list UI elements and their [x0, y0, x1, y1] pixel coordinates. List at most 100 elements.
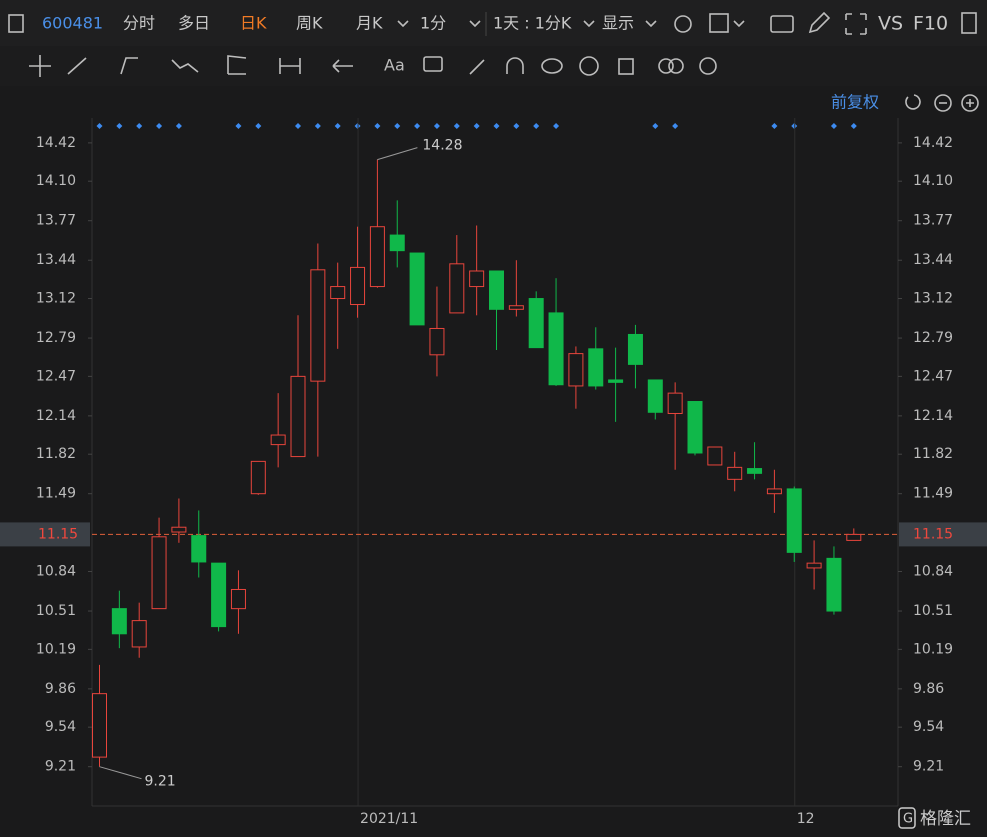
signal-dot: [453, 123, 460, 129]
tab[interactable]: 月K: [356, 14, 383, 33]
vs-button[interactable]: VS: [878, 13, 903, 35]
annotation-leader: [377, 147, 418, 161]
signal-dot: [830, 123, 837, 129]
panel-icon[interactable]: [961, 12, 977, 34]
last-price-label: 11.15: [38, 526, 78, 542]
wave-icon[interactable]: [171, 59, 199, 73]
pen-icon[interactable]: [808, 11, 831, 34]
candle-body: [469, 270, 485, 288]
signal-dot: [672, 123, 679, 129]
tab-active[interactable]: 日K: [240, 14, 267, 33]
signal-dot: [771, 123, 778, 129]
color-icon[interactable]: [709, 13, 729, 33]
hide-icon[interactable]: [579, 56, 599, 76]
fib-icon[interactable]: [227, 55, 247, 75]
candle-body: [489, 270, 504, 310]
eraser-line[interactable]: [469, 59, 485, 75]
signal-dot: [295, 123, 301, 129]
last-price-label: 11.15: [913, 526, 953, 542]
signal-dot: [394, 123, 401, 129]
candle-body: [429, 327, 445, 356]
x-tick-label: 2021/11: [360, 811, 418, 827]
candle-body: [826, 557, 842, 612]
candle-body: [786, 488, 802, 553]
candle-body: [92, 693, 107, 758]
signal-dot: [433, 123, 440, 129]
settings-icon[interactable]: [699, 57, 717, 75]
signal-dot: [255, 123, 262, 129]
tab[interactable]: 1天 : 1分K: [493, 14, 572, 33]
zoom-out[interactable]: [934, 94, 952, 112]
plot: 9.21 9.21 9.54 9.54 9.86 9.86 10.19 10.19 10.51 1…: [0, 118, 987, 827]
zoom-in[interactable]: [961, 94, 979, 112]
signal-dot: [850, 123, 857, 129]
candle-body: [667, 392, 683, 414]
trash-icon[interactable]: [618, 58, 634, 75]
camera-icon[interactable]: [770, 15, 794, 33]
signal-dot: [175, 123, 182, 129]
y2-tick-label: 11.49: [913, 486, 953, 502]
candle-body: [250, 460, 266, 495]
arrow-icon[interactable]: [332, 59, 353, 73]
y-tick-label: 9.21: [45, 759, 76, 775]
magnet-icon[interactable]: [506, 57, 524, 74]
y2-tick-label: 14.10: [913, 173, 953, 189]
signal-dot: [652, 123, 659, 129]
chevron: [469, 20, 481, 28]
text-tool[interactable]: Aa: [384, 56, 405, 75]
stock-code[interactable]: 600481: [42, 14, 103, 33]
candle-body: [608, 379, 624, 383]
candle-body: [846, 533, 862, 541]
tab[interactable]: 多日: [178, 14, 210, 33]
channel-icon[interactable]: [120, 57, 138, 75]
y2-tick-label: 12.47: [913, 368, 953, 384]
line-icon[interactable]: [67, 57, 87, 75]
y2-tick-label: 10.51: [913, 603, 953, 619]
tab[interactable]: 1分: [420, 14, 446, 33]
candle-body: [766, 488, 782, 495]
signal-dot: [116, 123, 123, 129]
tab[interactable]: 分时: [123, 14, 155, 33]
signal-dot: [136, 123, 143, 129]
max-label: 14.28: [422, 138, 462, 154]
watermark-logo-g: G: [903, 812, 913, 827]
price-box: [899, 522, 987, 547]
price-box: [0, 522, 90, 547]
move-icon[interactable]: [29, 55, 51, 77]
settings-icon[interactable]: [674, 15, 692, 33]
candle-body: [627, 333, 643, 365]
candle-body: [687, 401, 703, 454]
chevron: [733, 20, 745, 28]
y-tick-label: 9.86: [45, 681, 76, 697]
y2-tick-label: 14.42: [913, 135, 953, 151]
candle-body: [369, 226, 385, 288]
fullscreen-icon[interactable]: [845, 13, 867, 35]
y-tick-label: 12.14: [36, 408, 76, 424]
undo-icon[interactable]: [905, 94, 921, 110]
adjust-mode[interactable]: 前复权: [831, 93, 879, 112]
candle-body: [449, 263, 465, 314]
candle-body: [151, 536, 167, 610]
compare-icon[interactable]: [658, 58, 674, 74]
tab[interactable]: 周K: [296, 14, 323, 33]
signal-dot: [414, 123, 421, 129]
watermark: 格隆汇: [920, 809, 971, 829]
f10-button[interactable]: F10: [913, 13, 948, 35]
chevron: [583, 20, 595, 28]
display-menu[interactable]: 显示: [602, 14, 634, 33]
measure-icon[interactable]: [279, 58, 301, 74]
lock-icon[interactable]: [541, 58, 563, 74]
candle-body: [806, 562, 822, 569]
sidebar-toggle[interactable]: [8, 14, 24, 33]
signal-dot: [235, 123, 242, 129]
y-tick-label: 12.47: [36, 368, 76, 384]
y2-tick-label: 13.44: [913, 252, 953, 268]
candle-body: [131, 620, 147, 648]
note-icon[interactable]: [423, 56, 443, 72]
signal-dot: [473, 123, 480, 129]
candle-body: [707, 446, 723, 466]
y-tick-label: 13.77: [36, 213, 76, 229]
candle-body: [389, 234, 405, 252]
candle-body: [528, 298, 544, 349]
